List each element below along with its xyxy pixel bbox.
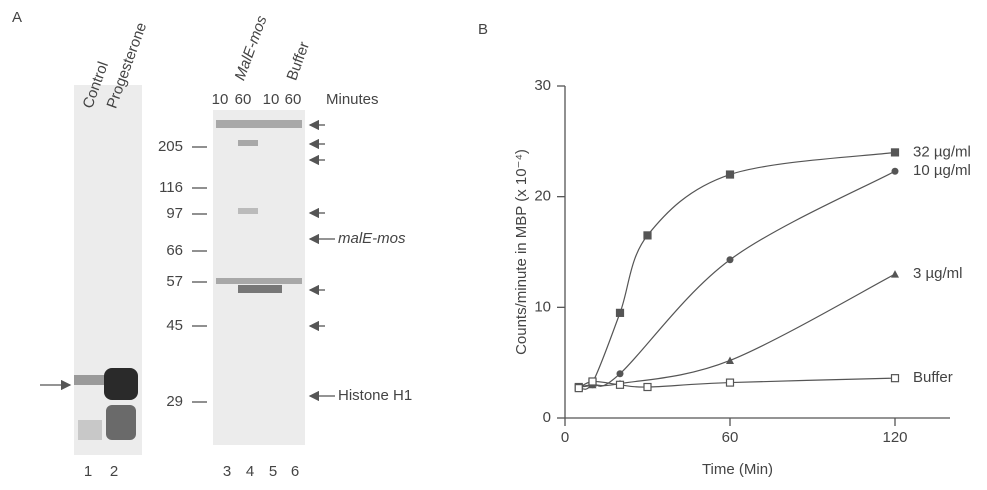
lane-header: Buffer [284, 40, 314, 83]
point [726, 256, 734, 264]
lane-number: 5 [269, 463, 277, 480]
mw-label: 97 [166, 205, 183, 222]
y-tick-label: 10 [534, 298, 551, 315]
gel-right [213, 110, 305, 445]
mw-label: 45 [166, 317, 183, 334]
y-tick-label: 0 [543, 409, 551, 426]
band [104, 368, 138, 400]
lane-number: 2 [110, 463, 118, 480]
panel-b: 0 10 20 30 0 60 120 Time (Min) Counts/minute in … [513, 77, 971, 478]
point [643, 231, 652, 240]
time-label: 60 [285, 91, 302, 108]
time-label: 10 [263, 91, 280, 108]
lane-number: 4 [246, 463, 254, 480]
panel-label: A [12, 9, 22, 26]
y-axis-label: Counts/minute in MBP (x 10⁻⁴) [513, 149, 530, 355]
band [106, 405, 136, 440]
lane-number: 1 [84, 463, 92, 480]
y-tick-label: 30 [534, 77, 551, 94]
series-label: 3 µg/ml [913, 265, 963, 282]
lane-number: 6 [291, 463, 299, 480]
point [616, 370, 624, 378]
time-label: 60 [235, 91, 252, 108]
series-label: 10 µg/ml [913, 162, 971, 179]
annotation: Histone H1 [338, 387, 412, 404]
lane-header: MalE-mos [232, 13, 271, 83]
x-tick-label: 120 [882, 429, 907, 446]
point [615, 308, 625, 317]
point [890, 148, 900, 157]
lane-number: 3 [223, 463, 231, 480]
mw-label: 205 [158, 138, 183, 155]
mw-label: 29 [166, 393, 183, 410]
point [615, 380, 625, 389]
time-unit: Minutes [326, 91, 379, 108]
panel-label: B [478, 21, 488, 38]
point [574, 384, 583, 393]
series-label: Buffer [913, 369, 953, 386]
point [891, 270, 899, 278]
x-tick-label: 60 [722, 429, 739, 446]
series-label: 32 µg/ml [913, 143, 971, 160]
band [78, 420, 102, 440]
x-tick-label: 0 [561, 429, 569, 446]
y-tick-label: 20 [534, 188, 551, 205]
point [725, 170, 735, 179]
band [74, 375, 104, 385]
point [588, 377, 597, 386]
point [726, 356, 734, 364]
point [725, 378, 735, 387]
bands [216, 120, 302, 293]
x-axis-label: Time (Min) [702, 461, 773, 478]
mw-label: 57 [166, 273, 183, 290]
arrows [308, 119, 335, 402]
annotation: malE-mos [338, 230, 406, 247]
point [643, 382, 652, 392]
mw-label: 66 [166, 242, 183, 259]
series-line [578, 170, 896, 388]
point [891, 167, 899, 175]
time-label: 10 [212, 91, 229, 108]
point [890, 374, 900, 383]
series-line [578, 151, 896, 390]
mw-label: 116 [159, 179, 183, 196]
